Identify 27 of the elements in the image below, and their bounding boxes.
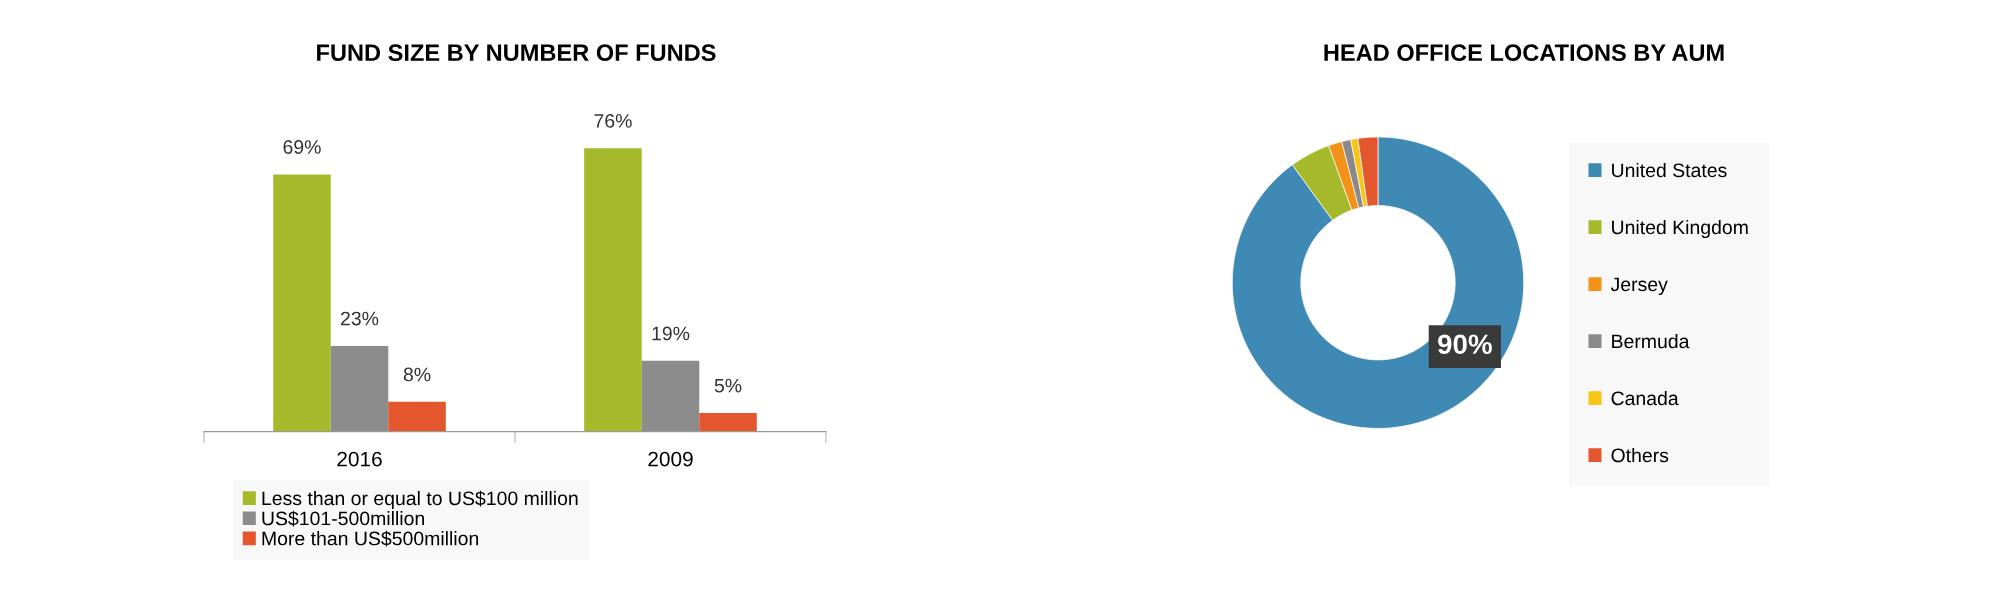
legend-label: Canada <box>1611 390 1679 406</box>
legend-label: United Kingdom <box>1612 219 1748 239</box>
data-label: 8% <box>403 367 431 382</box>
legend-label: Less than or equal to US$100 million <box>262 490 578 510</box>
data-label: 23% <box>341 311 379 326</box>
donut-slice <box>1231 136 1525 429</box>
legend-label: Bermuda <box>1612 333 1690 349</box>
data-label: 19% <box>652 326 690 341</box>
data-label: 69% <box>283 140 321 154</box>
legend-label: US$101-500million <box>262 510 424 527</box>
chart-title: HEAD OFFICE LOCATIONS BY AUM <box>1324 44 1724 62</box>
legend-label: More than US$500million <box>262 530 479 547</box>
chart-title: FUND SIZE BY NUMBER OF FUNDS <box>317 44 716 62</box>
bar <box>273 174 331 432</box>
bar <box>699 413 757 432</box>
bar <box>641 360 700 432</box>
data-label: 76% <box>594 114 632 128</box>
bar <box>584 148 642 432</box>
data-label: 90% <box>1438 334 1492 355</box>
legend-label: United States <box>1612 162 1727 178</box>
legend-label: Others <box>1611 448 1669 463</box>
legend-label: Jersey <box>1610 277 1668 296</box>
bar <box>388 401 446 432</box>
x-tick-label: 2016 <box>337 451 382 467</box>
data-label: 5% <box>714 378 742 393</box>
bar <box>330 345 389 432</box>
x-tick-label: 2009 <box>648 451 693 467</box>
